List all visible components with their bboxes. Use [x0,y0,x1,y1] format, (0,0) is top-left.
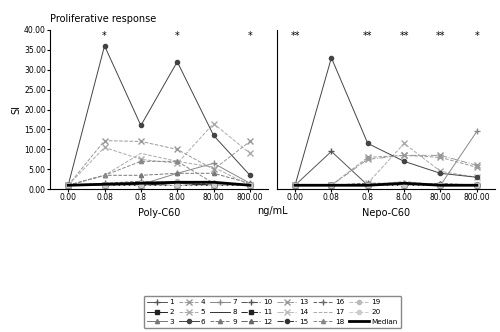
Text: *: * [474,31,479,41]
Y-axis label: SI: SI [11,105,21,114]
Text: *: * [175,31,180,41]
Text: **: ** [363,31,372,41]
Text: *: * [102,31,107,41]
Legend: 1, 2, 3, 4, 5, 6, 7, 8, 9, 10, 11, 12, 13, 14, 15, 16, 17, 18, 19, 20, Median: 1, 2, 3, 4, 5, 6, 7, 8, 9, 10, 11, 12, 1… [144,296,402,328]
Text: **: ** [436,31,445,41]
Text: **: ** [400,31,409,41]
X-axis label: Nepo-C60: Nepo-C60 [362,208,410,218]
Text: Proliferative response: Proliferative response [50,14,156,24]
Text: ng/mL: ng/mL [257,206,288,216]
X-axis label: Poly-C60: Poly-C60 [138,208,180,218]
Text: **: ** [290,31,300,41]
Text: *: * [248,31,252,41]
